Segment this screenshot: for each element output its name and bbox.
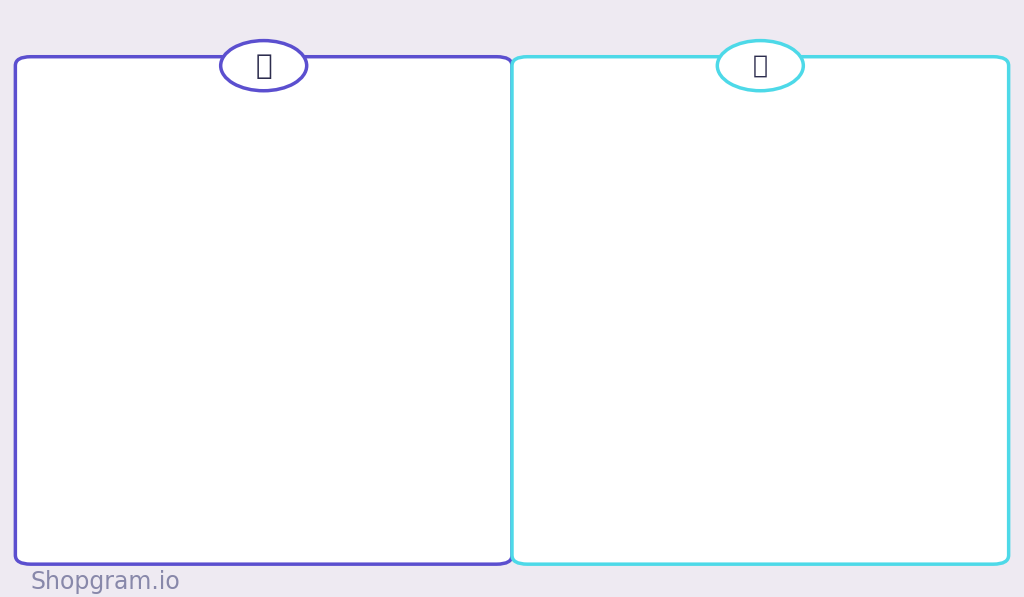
Legend: Manual, Dropshipping: Manual, Dropshipping [109,159,309,172]
Text: Shopgram.io: Shopgram.io [31,570,180,594]
Text: 12.40%: 12.40% [715,297,766,310]
Text: ⎙: ⎙ [255,52,272,79]
Text: 12.81%: 12.81% [927,291,977,304]
Legend: Manual, Dropshipping: Manual, Dropshipping [605,159,806,172]
Text: 7.12%: 7.12% [434,376,476,388]
Point [662,322,678,332]
Point [165,402,181,411]
Point [732,319,749,329]
Point [943,313,959,323]
Text: 7.13%: 7.13% [364,375,406,388]
Text: 7.06%: 7.06% [223,376,265,389]
Text: 6.82%: 6.82% [153,380,195,393]
Point [377,397,393,407]
Point [446,398,463,407]
Text: 6.55%: 6.55% [82,384,124,397]
Text: 12.81%: 12.81% [856,291,906,304]
Text: 7.10%: 7.10% [293,376,335,389]
Point [592,330,608,340]
Text: 11.68%: 11.68% [574,308,625,321]
Point [803,315,819,325]
Text: 12.69%: 12.69% [785,293,837,306]
Text: ⛺: ⛺ [753,54,768,78]
Point [236,398,252,408]
Point [873,313,890,323]
Point [306,398,323,407]
Text: 12.21%: 12.21% [645,300,695,313]
Point [95,406,112,416]
